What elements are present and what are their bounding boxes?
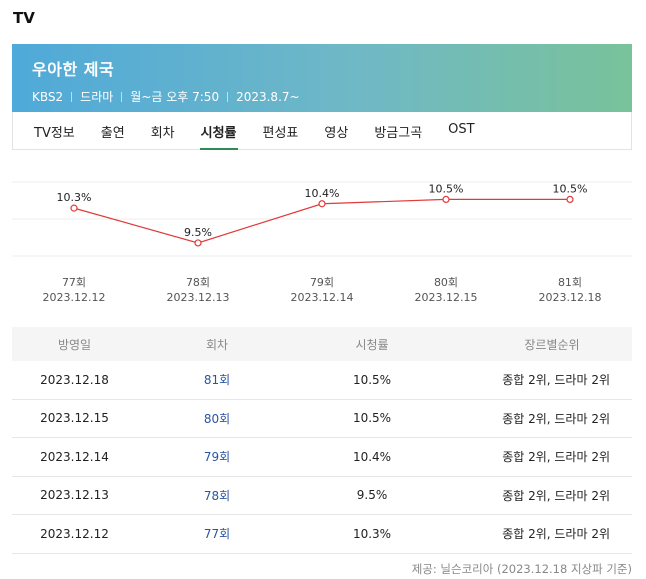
rating-data-label: 10.5% [553, 182, 588, 195]
row-date: 2023.12.13 [40, 488, 109, 503]
ratings-chart: 10.3% 9.5% 10.4% 10.5% 10.5% 77회 2023.12.12 78… [12, 170, 632, 310]
row-date: 2023.12.12 [40, 526, 109, 541]
show-banner: 우아한 제국 KBS2 드라마 월~금 오후 7:50 2023.8.7~ [12, 44, 632, 112]
row-date: 2023.12.15 [40, 411, 109, 426]
divider [227, 91, 229, 102]
row-rating: 9.5% [356, 488, 388, 503]
row-rating: 10.5% [352, 372, 392, 387]
row-rank: 종합 2위, 드라마 2위 [502, 373, 610, 388]
row-rank: 종합 2위, 드라마 2위 [502, 411, 610, 426]
row-episode-link[interactable]: 77회 [203, 527, 231, 542]
header-date: 방영일 [57, 337, 92, 352]
show-title[interactable]: 우아한 제국 [32, 60, 115, 79]
show-genre: 드라마 [80, 90, 114, 104]
row-rank: 종합 2위, 드라마 2위 [502, 450, 610, 465]
tab-bar: TV정보 출연 회차 시청률 편성표 영상 방금그곡 OST [12, 112, 632, 150]
rating-data-label: 10.4% [305, 187, 340, 200]
show-start-date: 2023.8.7~ [236, 89, 300, 104]
tab-ratings[interactable]: 시청률 [188, 112, 250, 150]
table-row: 2023.12.13 78회 9.5% 종합 2위, 드라마 2위 [12, 477, 632, 515]
rating-data-label: 10.5% [429, 182, 464, 195]
table-row: 2023.12.15 80회 10.5% 종합 2위, 드라마 2위 [12, 400, 632, 438]
x-tick-episode: 78회 [185, 276, 211, 289]
section-title: TV [13, 9, 35, 27]
row-rank: 종합 2위, 드라마 2위 [502, 488, 610, 503]
row-episode-link[interactable]: 80회 [203, 411, 231, 426]
x-tick-label: 80회 2023.12.15 [396, 275, 496, 305]
header-episode: 회차 [205, 337, 229, 352]
x-tick-label: 78회 2023.12.13 [148, 275, 248, 305]
rating-data-label: 10.3% [57, 191, 92, 204]
x-tick-episode: 80회 [433, 276, 459, 289]
x-tick-episode: 81회 [557, 276, 583, 289]
row-episode-link[interactable]: 78회 [203, 488, 231, 503]
table-row: 2023.12.18 81회 10.5% 종합 2위, 드라마 2위 [12, 361, 632, 400]
ratings-chart-svg: 10.3% 9.5% 10.4% 10.5% 10.5% [12, 181, 632, 257]
row-rank: 종합 2위, 드라마 2위 [502, 527, 610, 542]
rating-point[interactable] [566, 195, 574, 204]
tab-cast[interactable]: 출연 [100, 126, 125, 141]
divider [71, 91, 73, 102]
x-tick-date: 2023.12.15 [414, 291, 478, 304]
table-header: 방영일 회차 시청률 장르별순위 [12, 327, 632, 361]
rating-point[interactable] [194, 239, 202, 247]
tab-ost[interactable]: OST [448, 122, 475, 137]
rating-point[interactable] [318, 200, 326, 208]
show-channel: KBS2 [32, 89, 64, 104]
table-row: 2023.12.14 79회 10.4% 종합 2위, 드라마 2위 [12, 438, 632, 477]
divider [121, 91, 123, 102]
row-episode-link[interactable]: 81회 [203, 373, 231, 388]
x-tick-label: 79회 2023.12.14 [272, 275, 372, 305]
show-meta: KBS2 드라마 월~금 오후 7:50 2023.8.7~ [32, 88, 632, 105]
tab-video[interactable]: 영상 [324, 126, 349, 141]
row-episode-link[interactable]: 79회 [203, 450, 231, 465]
x-tick-episode: 79회 [309, 276, 335, 289]
tab-episodes[interactable]: 회차 [150, 126, 175, 141]
x-tick-date: 2023.12.18 [538, 291, 602, 304]
tab-tv-info[interactable]: TV정보 [34, 126, 75, 141]
row-rating: 10.5% [352, 411, 392, 426]
row-date: 2023.12.18 [40, 372, 109, 387]
header-rank: 장르별순위 [524, 337, 580, 352]
data-source-note: 제공: 닐슨코리아 (2023.12.18 지상파 기준) [411, 562, 632, 576]
rating-point[interactable] [70, 204, 78, 212]
ratings-table: 방영일 회차 시청률 장르별순위 2023.12.18 81회 10.5% 종합… [12, 327, 632, 554]
row-rating: 10.3% [352, 526, 392, 541]
x-tick-date: 2023.12.14 [290, 291, 354, 304]
rating-point[interactable] [442, 195, 450, 204]
tab-song-search[interactable]: 방금그곡 [374, 126, 423, 141]
x-tick-label: 77회 2023.12.12 [24, 275, 124, 305]
row-date: 2023.12.14 [40, 449, 109, 464]
row-rating: 10.4% [352, 449, 392, 464]
table-row: 2023.12.12 77회 10.3% 종합 2위, 드라마 2위 [12, 515, 632, 554]
x-tick-label: 81회 2023.12.18 [520, 275, 620, 305]
rating-data-label: 9.5% [184, 226, 212, 239]
x-tick-episode: 77회 [61, 276, 87, 289]
x-tick-date: 2023.12.12 [42, 291, 106, 304]
header-rating: 시청률 [355, 337, 389, 352]
tab-schedule[interactable]: 편성표 [262, 126, 299, 141]
x-tick-date: 2023.12.13 [166, 291, 230, 304]
show-schedule: 월~금 오후 7:50 [130, 90, 220, 104]
